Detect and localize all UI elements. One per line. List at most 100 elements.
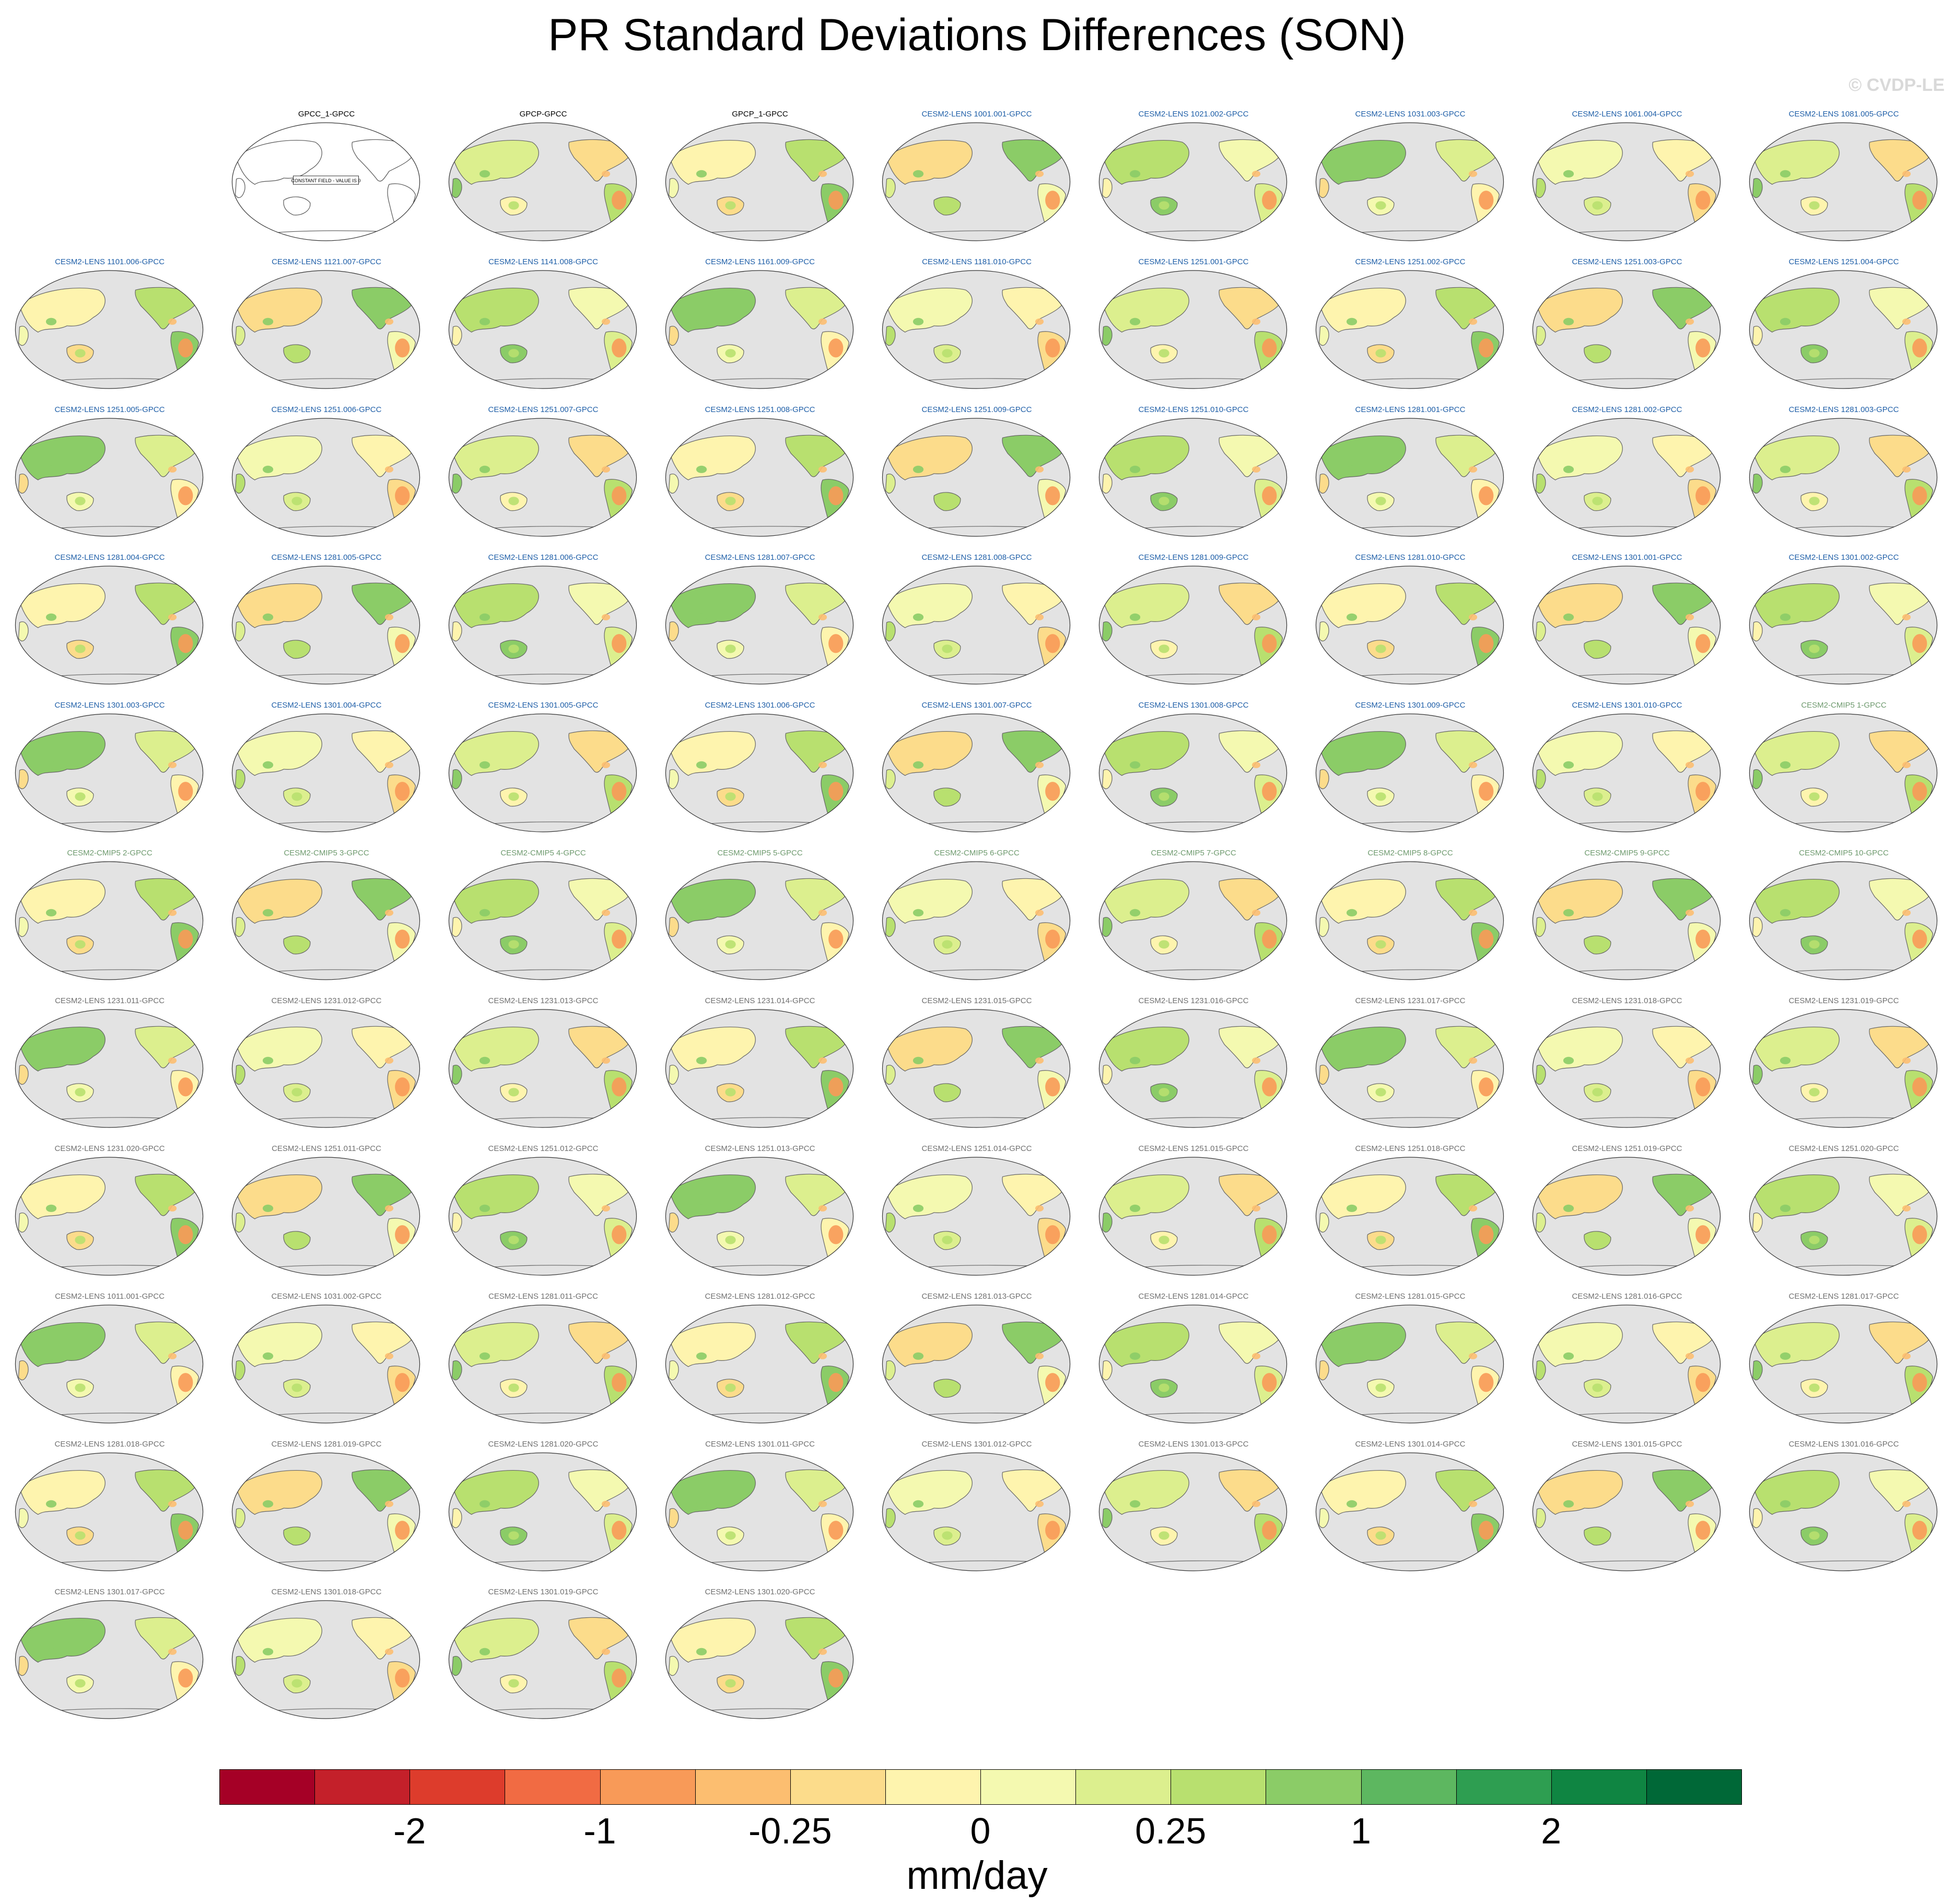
map-projection	[1098, 122, 1288, 241]
land-outline	[19, 1322, 106, 1367]
anomaly-patch	[45, 318, 57, 325]
anomaly-patch	[1035, 1057, 1044, 1064]
panel-title: CESM2-LENS 1231.012-GPCC	[271, 996, 382, 1005]
land-outline	[452, 1174, 539, 1219]
map-border	[231, 270, 420, 389]
map-border	[1749, 270, 1938, 389]
anomaly-patch	[1045, 1225, 1060, 1244]
land-outline	[1752, 769, 1763, 790]
anomaly-patch	[1375, 1383, 1386, 1392]
colorbar-swatch	[1646, 1769, 1742, 1805]
map-panel: CESM2-CMIP5 10-GPCC	[1737, 849, 1951, 984]
panel-title: CESM2-LENS 1281.003-GPCC	[1788, 405, 1899, 414]
anomaly-patch	[1159, 201, 1169, 210]
land-outline	[669, 1470, 756, 1515]
anomaly-patch	[1262, 486, 1277, 506]
land-outline	[1536, 1470, 1623, 1515]
map-panel: CESM2-LENS 1231.019-GPCC	[1737, 996, 1951, 1132]
anomaly-patch	[1346, 1056, 1358, 1064]
map-panel: CESM2-LENS 1301.017-GPCC	[3, 1588, 217, 1723]
map-projection	[1315, 861, 1504, 980]
anomaly-patch	[1346, 465, 1358, 473]
panel-title: CESM2-LENS 1231.018-GPCC	[1572, 996, 1682, 1005]
land-outline	[885, 1360, 896, 1381]
anomaly-patch	[1592, 1531, 1603, 1540]
anomaly-patch	[262, 1056, 274, 1064]
colorbar-swatch	[790, 1769, 886, 1805]
map-panel: CESM2-LENS 1251.004-GPCC	[1737, 257, 1951, 393]
anomaly-patch	[1912, 486, 1927, 506]
anomaly-patch	[1129, 318, 1141, 325]
anomaly-patch	[178, 930, 193, 949]
map-border	[448, 1009, 637, 1128]
panel-title: CESM2-LENS 1231.013-GPCC	[488, 996, 599, 1005]
anomaly-patch	[291, 1236, 302, 1244]
anomaly-patch	[384, 1353, 394, 1359]
colorbar-swatch	[1075, 1769, 1172, 1805]
anomaly-patch	[1479, 930, 1494, 949]
anomaly-patch	[1045, 634, 1060, 653]
map-border	[1532, 713, 1721, 832]
anomaly-patch	[1685, 1353, 1694, 1359]
anomaly-patch	[1045, 930, 1060, 949]
land-outline	[1536, 435, 1623, 480]
map-border	[1098, 1157, 1288, 1276]
map-projection	[882, 270, 1071, 389]
map-border	[231, 1600, 420, 1719]
map-projection	[15, 566, 204, 685]
land-outline	[669, 1322, 756, 1367]
anomaly-patch	[696, 318, 707, 325]
map-border	[1749, 861, 1938, 980]
map-projection	[231, 1600, 420, 1719]
land-outline	[18, 917, 29, 937]
land-outline	[236, 139, 322, 185]
panel-title: CESM2-LENS 1251.002-GPCC	[1355, 257, 1466, 266]
anomaly-patch	[696, 170, 707, 178]
map-border	[882, 122, 1071, 241]
anomaly-patch	[508, 1531, 519, 1540]
land-outline	[1318, 474, 1329, 494]
anomaly-patch	[1035, 318, 1044, 325]
panel-title: CESM2-LENS 1281.018-GPCC	[54, 1440, 165, 1449]
anomaly-patch	[262, 1648, 274, 1655]
map-projection	[1098, 566, 1288, 685]
anomaly-patch	[1809, 349, 1820, 358]
anomaly-patch	[168, 318, 177, 325]
map-border	[1749, 1009, 1938, 1128]
land-outline	[452, 1617, 539, 1663]
anomaly-patch	[1780, 465, 1791, 473]
land-outline	[18, 1508, 29, 1529]
map-projection	[1098, 861, 1288, 980]
map-panel: CESM2-LENS 1251.015-GPCC	[1086, 1144, 1301, 1280]
map-panel: CESM2-LENS 1281.008-GPCC	[870, 553, 1084, 689]
map-panel: CESM2-LENS 1251.002-GPCC	[1303, 257, 1517, 393]
map-border	[1098, 566, 1288, 685]
anomaly-patch	[479, 1648, 490, 1655]
land-outline	[1318, 1360, 1329, 1381]
map-border	[1532, 1009, 1721, 1128]
map-border	[231, 566, 420, 685]
panel-title: CESM2-CMIP5 6-GPCC	[934, 849, 1020, 857]
land-outline	[668, 1656, 679, 1676]
map-panel: CESM2-LENS 1231.017-GPCC	[1303, 996, 1517, 1132]
panel-title: CESM2-LENS 1001.001-GPCC	[921, 110, 1032, 119]
land-outline	[1535, 621, 1546, 642]
map-panel: CESM2-LENS 1251.006-GPCC	[219, 405, 434, 541]
panel-title: CESM2-LENS 1281.014-GPCC	[1138, 1292, 1249, 1301]
anomaly-patch	[818, 170, 827, 177]
anomaly-patch	[395, 338, 410, 358]
map-panel: CESM2-LENS 1231.018-GPCC	[1520, 996, 1734, 1132]
map-border	[448, 270, 637, 389]
anomaly-patch	[1159, 497, 1169, 506]
anomaly-patch	[1695, 191, 1711, 210]
anomaly-patch	[1035, 466, 1044, 473]
panel-title: CESM2-LENS 1281.011-GPCC	[488, 1292, 598, 1301]
anomaly-patch	[1695, 1077, 1711, 1097]
panel-title: CESM2-LENS 1231.017-GPCC	[1355, 996, 1466, 1005]
anomaly-patch	[178, 1373, 193, 1392]
anomaly-patch	[395, 634, 410, 653]
land-outline	[1102, 1508, 1113, 1529]
anomaly-patch	[1159, 644, 1169, 653]
anomaly-patch	[1592, 1383, 1603, 1392]
anomaly-patch	[912, 613, 924, 621]
